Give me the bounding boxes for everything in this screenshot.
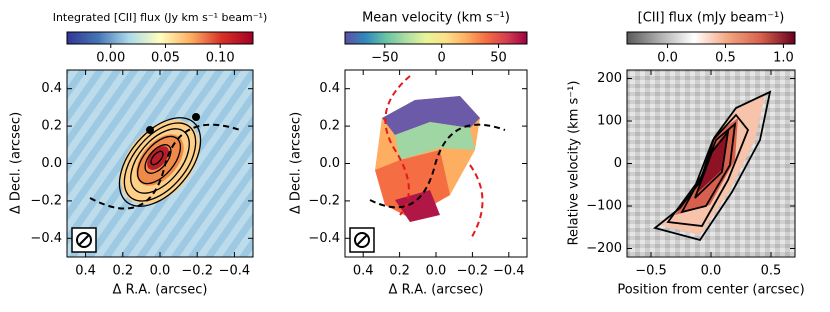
- colorbar: [626, 31, 796, 45]
- colorbar-tick-label: 0.0: [657, 51, 678, 66]
- y-tick-label: 0: [614, 156, 622, 171]
- y-tick-label: 0.2: [319, 119, 340, 134]
- x-axis-label: Δ R.A. (arcsec): [389, 283, 484, 298]
- y-tick-label: −100: [586, 199, 622, 214]
- y-axis-label: Relative velocity (km s⁻¹): [567, 81, 582, 246]
- x-tick-label: −0.2: [181, 264, 213, 279]
- x-axis-label: Position from center (arcsec): [617, 283, 804, 298]
- x-tick-label: 0.5: [761, 264, 782, 279]
- y-tick-label: −0.4: [308, 231, 340, 246]
- colorbar-tick-label: 0.5: [715, 51, 736, 66]
- x-tick-label: 0.2: [112, 264, 133, 279]
- pv-diagram: [627, 70, 795, 257]
- x-tick-label: 0.0: [150, 264, 171, 279]
- y-tick-label: −200: [586, 241, 622, 256]
- x-tick-label: 0.4: [353, 264, 374, 279]
- colorbar-label: [CII] flux (mJy beam⁻¹): [638, 11, 785, 26]
- colorbar-tick-label: 0: [438, 51, 446, 66]
- y-tick-label: −0.2: [308, 193, 340, 208]
- x-tick-label: −0.2: [457, 264, 489, 279]
- y-tick-label: 200: [597, 71, 622, 86]
- colorbar-label: Mean velocity (km s⁻¹): [362, 11, 510, 26]
- y-tick-label: 0.4: [319, 81, 340, 96]
- velocity-map: [349, 75, 506, 253]
- x-tick-label: 0.2: [389, 264, 410, 279]
- colorbar-tick-label: 0.10: [206, 51, 235, 66]
- flux-map: [67, 70, 253, 257]
- x-tick-label: 0.4: [75, 264, 96, 279]
- colorbar-label: Integrated [CII] flux (Jy km s⁻¹ beam⁻¹): [53, 11, 268, 24]
- x-tick-label: 0.0: [701, 264, 722, 279]
- y-tick-label: 0.0: [41, 156, 62, 171]
- x-tick-label: −0.4: [219, 264, 251, 279]
- x-tick-label: −0.5: [635, 264, 667, 279]
- colorbar-tick-label: 0.00: [96, 51, 125, 66]
- y-tick-label: 0.4: [41, 81, 62, 96]
- y-tick-label: 100: [597, 114, 622, 129]
- colorbar-tick-label: −50: [371, 51, 398, 66]
- y-tick-label: −0.4: [30, 231, 62, 246]
- y-axis-label: Δ Decl. (arcsec): [289, 112, 304, 214]
- x-tick-label: −0.4: [493, 264, 525, 279]
- colorbar: [66, 31, 254, 45]
- y-tick-label: −0.2: [30, 193, 62, 208]
- colorbar: [344, 31, 528, 45]
- y-axis-label: Δ Decl. (arcsec): [9, 112, 24, 214]
- x-tick-label: 0.0: [426, 264, 447, 279]
- colorbar-tick-label: 50: [490, 51, 507, 66]
- y-tick-label: 0.0: [319, 156, 340, 171]
- colorbar-tick-label: 0.05: [151, 51, 180, 66]
- colorbar-tick-label: 1.0: [773, 51, 794, 66]
- x-axis-label: Δ R.A. (arcsec): [113, 283, 208, 298]
- y-tick-label: 0.2: [41, 119, 62, 134]
